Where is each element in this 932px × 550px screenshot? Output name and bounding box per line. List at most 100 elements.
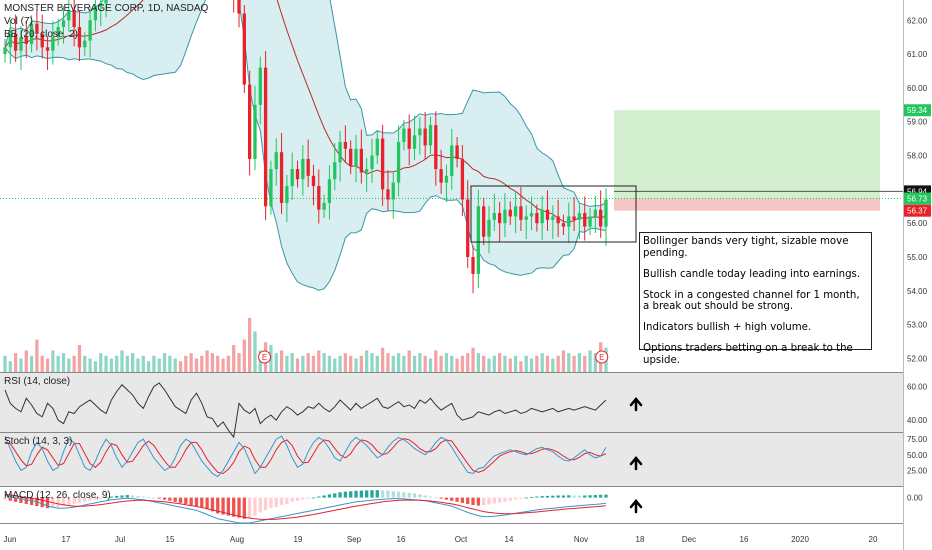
volume-bar (386, 353, 390, 372)
rsi-legend[interactable]: RSI (14, close) (4, 376, 71, 387)
candle-body (487, 219, 491, 237)
candle-body (56, 27, 60, 38)
volume-bar (519, 361, 523, 372)
time-tick-label: 20 (869, 535, 878, 544)
volume-bar (61, 353, 66, 372)
macd-histogram-bar (567, 495, 571, 498)
stop-zone[interactable] (614, 198, 880, 211)
volume-bar (365, 350, 369, 372)
candle-body (540, 209, 544, 224)
macd-histogram-bar (343, 491, 348, 498)
volume-bar (317, 350, 321, 372)
volume-bar (450, 355, 454, 372)
channel-rectangle[interactable] (470, 185, 637, 243)
macd-histogram-bar (333, 493, 337, 498)
macd-histogram-bar (285, 497, 289, 504)
volume-bar (295, 358, 300, 372)
macd-histogram-bar (572, 495, 576, 498)
time-tick-label: 14 (505, 535, 514, 544)
volume-bar (242, 339, 246, 372)
volume-bar (93, 361, 98, 372)
volume-bar (444, 353, 449, 372)
stoch-legend[interactable]: Stoch (14, 3, 3) (4, 436, 73, 447)
candle-body (77, 27, 82, 48)
volume-bar (338, 355, 342, 372)
volume-bar (375, 355, 379, 372)
volume-bar (162, 353, 167, 372)
macd-histogram-bar (508, 497, 512, 501)
earnings-marker[interactable] (258, 350, 272, 364)
price-tag[interactable] (904, 104, 931, 117)
macd-histogram-bar (77, 497, 82, 503)
volume-bar (396, 353, 401, 372)
volume-bar (428, 358, 433, 372)
macd-histogram-bar (130, 495, 135, 498)
volume-bar (492, 355, 496, 372)
volume-bar (513, 355, 518, 372)
candle-body (242, 13, 246, 85)
candle-body (24, 37, 28, 44)
macd-histogram-bar (40, 497, 44, 508)
candle-body (295, 169, 300, 180)
price-tag[interactable] (904, 204, 931, 217)
annotation-line: Stock in a congested channel for 1 month… (643, 289, 860, 313)
macd-legend[interactable]: MACD (12, 26, close, 9) (4, 490, 111, 501)
candles (3, 0, 608, 294)
candle-body (567, 216, 571, 227)
macd-histogram-bar (168, 497, 172, 501)
macd-histogram-bar (359, 490, 363, 498)
macd-histogram-bar (349, 491, 353, 498)
volume-bar (343, 353, 348, 372)
macd-histogram-bar (157, 497, 161, 499)
macd-histogram-bar (439, 497, 443, 499)
volume-bar (412, 355, 417, 372)
volume-bar (583, 355, 587, 372)
price-tag[interactable] (904, 192, 931, 205)
candle-body (301, 158, 305, 180)
macd-histogram-bar (370, 490, 374, 498)
macd-histogram-bar (545, 495, 550, 498)
candle-body (370, 155, 374, 170)
macd-histogram-bar (99, 497, 103, 499)
stoch-d-line (4, 438, 607, 475)
macd-histogram-bar (19, 497, 23, 503)
candle-body (253, 104, 257, 159)
volume-legend[interactable]: Vol (7) (4, 16, 33, 27)
candle-body (269, 169, 273, 207)
volume-bar (109, 358, 114, 372)
volume-bar (349, 355, 353, 372)
candle-body (359, 148, 363, 173)
time-tick-label: Jul (115, 535, 125, 544)
candle-body (274, 152, 278, 170)
candle-body (466, 199, 470, 258)
volume-bar (466, 353, 470, 372)
time-tick-label: Jun (4, 535, 17, 544)
target-zone[interactable] (614, 110, 880, 199)
price-tick-label: 52.00 (907, 354, 928, 363)
volume-bar (561, 350, 566, 372)
volume-bar (540, 353, 544, 372)
price-axis[interactable]: 52.0053.0054.0055.0056.0057.0058.0059.00… (904, 16, 931, 363)
macd-line (4, 495, 607, 524)
symbol-title[interactable]: MONSTER BEVERAGE CORP, 1D, NASDAQ (4, 3, 209, 14)
bb-legend[interactable]: BB (20, close, 2) (4, 29, 78, 40)
earnings-marker[interactable] (595, 350, 609, 364)
volume-bar (210, 353, 215, 372)
volume-bar (45, 358, 50, 372)
macd-histogram-bar (444, 497, 449, 500)
time-axis[interactable]: Jun 17 Jul 15 Aug 19 Sep 16 Oct 14 Nov 18 Dec 16 2020 2… (4, 535, 878, 544)
annotation-box[interactable]: Bollinger bands very tight, sizable move… (639, 232, 872, 366)
volume-bar (51, 350, 55, 372)
macd-histogram-bar (375, 490, 379, 498)
candle-body (237, 0, 241, 14)
volume-bars (3, 318, 608, 372)
macd-histogram-bar (226, 497, 231, 516)
volume-bar (572, 355, 576, 372)
long-position-zones[interactable] (0, 110, 903, 211)
macd-histogram-bar (237, 497, 241, 518)
macd-histogram-bar (466, 497, 470, 504)
macd-histogram-bar (492, 497, 496, 504)
macd-histogram-bar (418, 494, 422, 498)
